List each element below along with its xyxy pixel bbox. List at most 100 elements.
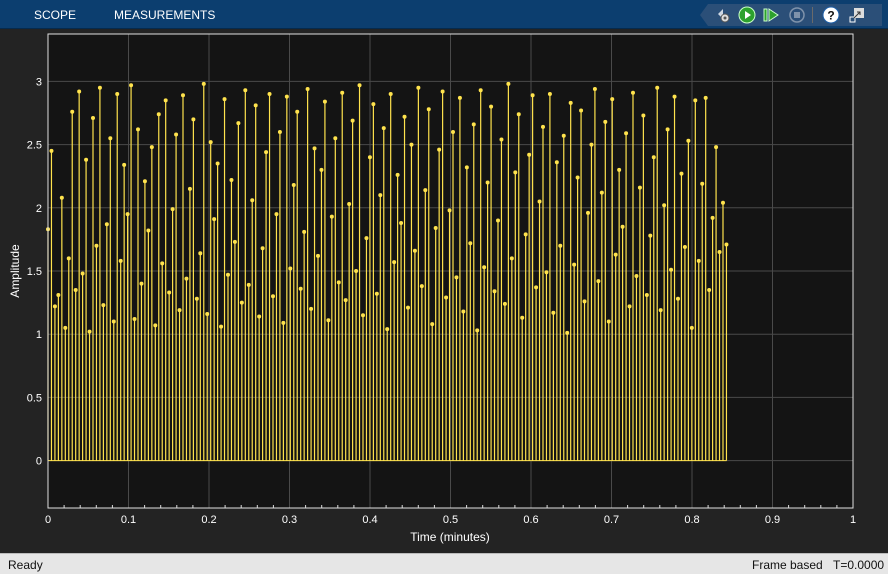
- scope-plot[interactable]: 0 0.1 0.2 0.3 0.4 0.5 0.6 0.7 0.8 0.9 1 0 0.5 1 1.5 2 2.…: [0, 29, 888, 553]
- undock-icon[interactable]: [848, 6, 866, 24]
- stem-marker: [689, 325, 694, 330]
- stem-marker: [232, 239, 237, 244]
- stem-marker: [617, 167, 622, 172]
- settings-icon[interactable]: [714, 6, 732, 24]
- stem-marker: [613, 252, 618, 257]
- stem-marker: [527, 152, 532, 157]
- status-text: Ready: [8, 558, 43, 572]
- stem-marker: [315, 253, 320, 258]
- stem-marker: [682, 244, 687, 249]
- stem-marker: [333, 136, 338, 141]
- stem-marker: [153, 323, 158, 328]
- stem-marker: [440, 89, 445, 94]
- stem-marker: [305, 86, 310, 91]
- stem-marker: [336, 280, 341, 285]
- stop-icon[interactable]: [788, 6, 806, 24]
- stem-marker: [506, 81, 511, 86]
- stem-marker: [135, 127, 140, 132]
- stem-marker: [59, 195, 64, 200]
- toolbar: ?: [700, 4, 882, 26]
- stem-marker: [603, 119, 608, 124]
- stem-marker: [191, 117, 196, 122]
- stem-marker: [302, 229, 307, 234]
- step-forward-icon[interactable]: [762, 6, 780, 24]
- stem-marker: [672, 94, 677, 99]
- stem-marker: [104, 222, 109, 227]
- stem-marker: [624, 131, 629, 136]
- stem-marker: [198, 251, 203, 256]
- stem-marker: [381, 126, 386, 131]
- stem-marker: [520, 315, 525, 320]
- stem-marker: [142, 179, 147, 184]
- axes-frame: [47, 33, 854, 509]
- stem-marker: [257, 314, 262, 319]
- toolbar-divider: [812, 7, 813, 23]
- stem-marker: [457, 95, 462, 100]
- status-bar: Ready Frame based T=0.0000: [0, 553, 888, 574]
- stem-marker: [253, 103, 258, 108]
- stem-marker: [405, 305, 410, 310]
- tab-scope[interactable]: SCOPE: [34, 8, 77, 22]
- stem-marker: [270, 294, 275, 299]
- help-icon[interactable]: ?: [822, 6, 840, 24]
- stem-marker: [471, 122, 476, 127]
- stem-marker: [87, 329, 92, 334]
- stem-marker: [558, 243, 563, 248]
- stem-marker: [246, 282, 251, 287]
- x-tick-label: 0.2: [201, 514, 216, 526]
- stem-marker: [495, 218, 500, 223]
- stem-marker: [502, 301, 507, 306]
- stem-marker: [599, 190, 604, 195]
- stem-marker: [523, 232, 528, 237]
- y-tick-label: 1: [36, 329, 42, 341]
- x-tick-label: 0: [45, 514, 51, 526]
- stem-marker: [284, 94, 289, 99]
- run-icon[interactable]: [738, 6, 756, 24]
- stem-marker: [49, 148, 54, 153]
- stem-marker: [416, 85, 421, 90]
- stem-marker: [430, 322, 435, 327]
- stem-marker: [160, 261, 165, 266]
- simulation-time: T=0.0000: [833, 558, 885, 572]
- stem-marker: [551, 310, 556, 315]
- stem-marker: [644, 293, 649, 298]
- stem-marker: [350, 118, 355, 123]
- stem-marker: [627, 304, 632, 309]
- stem-marker: [464, 165, 469, 170]
- stem-marker: [225, 272, 230, 277]
- stem-marker: [184, 276, 189, 281]
- y-tick-label: 3: [36, 76, 42, 88]
- stem-marker: [219, 324, 224, 329]
- stem-marker: [454, 275, 459, 280]
- stem-marker: [696, 258, 701, 263]
- stem-marker: [447, 208, 452, 213]
- stem-marker: [669, 267, 674, 272]
- stem-marker: [80, 271, 85, 276]
- stem-marker: [596, 279, 601, 284]
- stem-marker: [655, 85, 660, 90]
- stem-marker: [686, 138, 691, 143]
- stem-marker: [582, 299, 587, 304]
- stem-marker: [343, 298, 348, 303]
- stem-marker: [156, 112, 161, 117]
- stem-marker: [309, 306, 314, 311]
- x-tick-label: 0.4: [362, 514, 377, 526]
- stem-marker: [419, 284, 424, 289]
- stem-marker: [118, 258, 123, 263]
- tab-measurements[interactable]: MEASUREMENTS: [114, 8, 216, 22]
- stem-marker: [163, 98, 168, 103]
- stem-marker: [187, 186, 192, 191]
- stem-marker: [592, 86, 597, 91]
- stem-marker: [63, 325, 68, 330]
- stem-marker: [340, 90, 345, 95]
- stem-marker: [132, 317, 137, 322]
- stem-marker: [585, 210, 590, 215]
- stem-marker: [347, 202, 352, 207]
- stem-marker: [291, 183, 296, 188]
- stem-marker: [665, 127, 670, 132]
- stem-marker: [378, 193, 383, 198]
- stem-marker: [367, 155, 372, 160]
- stem-marker: [610, 97, 615, 102]
- stem-marker: [277, 129, 282, 134]
- stem-marker: [547, 92, 552, 97]
